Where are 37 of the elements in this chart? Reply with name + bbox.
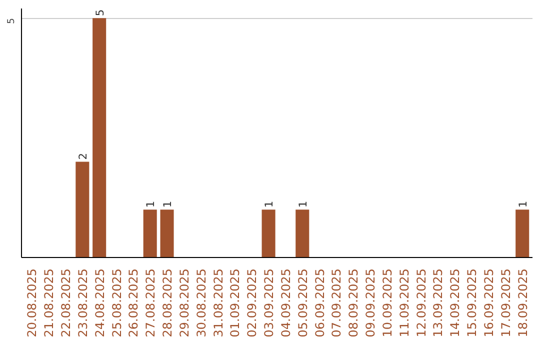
- x-tick-label: 07.09.2025: [330, 268, 344, 338]
- x-tick-label: 01.09.2025: [228, 268, 242, 338]
- x-tick-label: 25.08.2025: [110, 268, 124, 338]
- x-tick-label: 26.08.2025: [126, 268, 141, 338]
- x-tick-label: 27.08.2025: [144, 268, 158, 338]
- x-tick-label: 10.09.2025: [380, 268, 394, 338]
- x-tick-label: 21.08.2025: [42, 268, 56, 338]
- data-label: 1: [144, 200, 158, 208]
- x-tick-label: 16.09.2025: [482, 268, 496, 338]
- x-tick-label: 05.09.2025: [296, 268, 310, 338]
- x-tick-label: 02.09.2025: [245, 268, 260, 338]
- x-tick-label: 06.09.2025: [312, 268, 327, 338]
- x-tick-label: 22.08.2025: [58, 268, 73, 338]
- x-tick-label: 15.09.2025: [465, 268, 480, 338]
- x-tick-label: 18.09.2025: [516, 268, 530, 338]
- x-tick-label: 13.09.2025: [431, 268, 446, 338]
- x-tick-label: 29.08.2025: [177, 268, 192, 338]
- x-tick-label: 28.08.2025: [160, 268, 175, 338]
- x-tick-label: 30.08.2025: [194, 268, 208, 338]
- data-label: 1: [516, 200, 530, 208]
- x-tick-label: 31.08.2025: [211, 268, 226, 338]
- x-tick-label: 08.09.2025: [346, 268, 361, 338]
- x-tick-label: 23.08.2025: [76, 268, 90, 338]
- data-label: 5: [93, 9, 106, 16]
- x-tick-label: 03.09.2025: [262, 268, 276, 338]
- x-tick-label: 11.09.2025: [397, 268, 412, 338]
- data-label: 1: [161, 200, 174, 208]
- x-tick-label: 14.09.2025: [448, 268, 462, 338]
- x-tick-label: 17.09.2025: [498, 268, 513, 338]
- x-tick-label: 24.08.2025: [92, 268, 107, 338]
- data-label: 1: [262, 200, 276, 208]
- data-label: 1: [296, 200, 310, 208]
- x-tick-label: 09.09.2025: [364, 268, 378, 338]
- x-tick-label: 04.09.2025: [278, 268, 293, 338]
- data-label: 2: [76, 152, 90, 160]
- x-tick-label: 20.08.2025: [25, 268, 40, 338]
- x-tick-label: 12.09.2025: [414, 268, 428, 338]
